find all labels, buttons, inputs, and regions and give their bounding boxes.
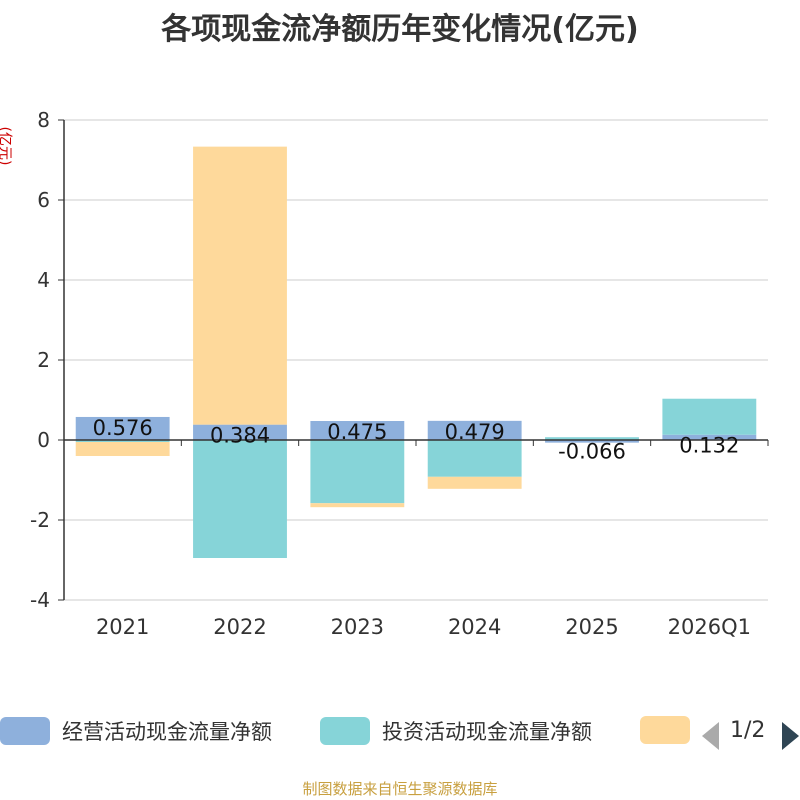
legend-prev-page-icon[interactable] bbox=[702, 722, 719, 750]
legend-next-page-icon[interactable] bbox=[782, 722, 799, 750]
chart-title: 各项现金流净额历年变化情况(亿元) bbox=[161, 12, 639, 47]
y-tick-label: 8 bbox=[37, 108, 50, 132]
data-label-operating-2021: 0.576 bbox=[93, 416, 153, 440]
y-tick-label: 2 bbox=[37, 348, 50, 372]
y-tick-label: 6 bbox=[37, 188, 50, 212]
y-tick-label: 4 bbox=[37, 268, 50, 292]
legend-label-operating: 经营活动现金流量净额 bbox=[62, 720, 272, 744]
y-tick-label: -4 bbox=[30, 588, 50, 612]
x-tick-label: 2023 bbox=[331, 615, 384, 639]
data-label-operating-2025: -0.066 bbox=[558, 440, 626, 464]
bar-investing-2025 bbox=[545, 437, 639, 440]
bar-financing-2024 bbox=[427, 476, 522, 489]
data-label-operating-2024: 0.479 bbox=[445, 420, 505, 444]
bar-operating-2026Q1 bbox=[662, 434, 757, 440]
x-tick-label: 2021 bbox=[96, 615, 149, 639]
cash-flow-bar-chart: -4 -2 0 2 4 6 8 0.576 0.384 0.475 0.479 -0.066 0.132… bbox=[30, 108, 769, 639]
bar-investing-2024 bbox=[427, 440, 522, 477]
bar-financing-2021 bbox=[75, 442, 170, 456]
legend-label-investing: 投资活动现金流量净额 bbox=[382, 720, 592, 744]
x-tick-label: 2022 bbox=[213, 615, 266, 639]
legend: 经营活动现金流量净额 投资活动现金流量净额 bbox=[0, 716, 800, 752]
data-label-operating-2022: 0.384 bbox=[210, 424, 270, 448]
bar-financing-2022 bbox=[193, 146, 287, 425]
x-tick-label: 2024 bbox=[448, 615, 501, 639]
y-tick-label: 0 bbox=[37, 428, 50, 452]
legend-swatch-financing bbox=[640, 716, 690, 744]
bar-investing-2021 bbox=[75, 440, 170, 442]
legend-swatch-investing bbox=[320, 717, 370, 745]
bar-financing-2023 bbox=[310, 503, 405, 508]
data-label-operating-2023: 0.475 bbox=[327, 420, 387, 444]
bar-operating-2022 bbox=[193, 424, 287, 440]
legend-item-operating[interactable]: 经营活动现金流量净额 bbox=[0, 716, 272, 746]
data-source-note: 制图数据来自恒生聚源数据库 bbox=[302, 780, 498, 798]
legend-item-financing[interactable] bbox=[640, 716, 690, 744]
legend-swatch-operating bbox=[0, 717, 50, 745]
legend-item-investing[interactable]: 投资活动现金流量净额 bbox=[320, 716, 592, 746]
x-tick-label: 2026Q1 bbox=[668, 615, 751, 639]
bar-operating-2025 bbox=[545, 440, 639, 443]
bar-operating-2023 bbox=[310, 421, 405, 440]
bar-investing-2026Q1 bbox=[662, 398, 757, 435]
legend-page-indicator: 1/2 bbox=[730, 718, 766, 743]
x-tick-label: 2025 bbox=[565, 615, 618, 639]
bar-operating-2021 bbox=[75, 416, 170, 440]
y-tick-label: -2 bbox=[30, 508, 50, 532]
bar-investing-2022 bbox=[193, 440, 287, 558]
bar-investing-2023 bbox=[310, 440, 405, 504]
bar-operating-2024 bbox=[427, 420, 522, 440]
data-label-operating-2026Q1: 0.132 bbox=[679, 434, 739, 458]
